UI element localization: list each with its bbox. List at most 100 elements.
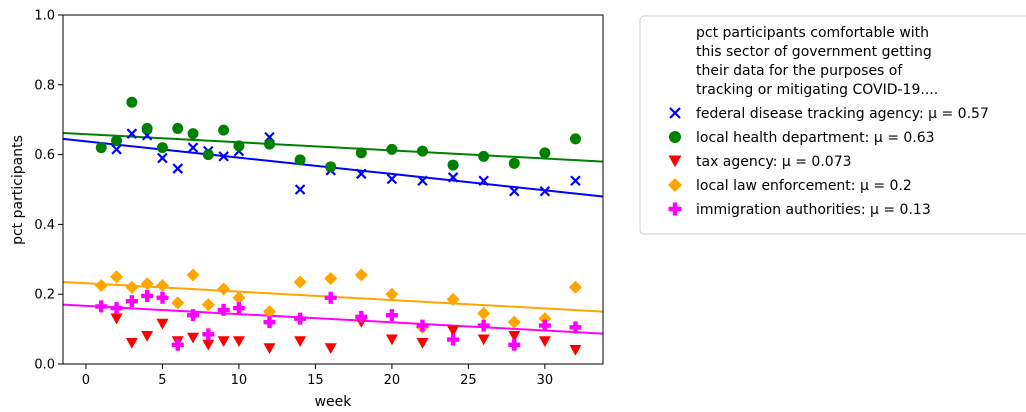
point-3-12 <box>324 271 338 285</box>
point-4-6 <box>187 309 200 322</box>
legend-marker-2 <box>668 155 682 168</box>
point-1-19 <box>539 147 551 159</box>
point-3-4 <box>155 278 169 292</box>
legend-marker-0 <box>669 107 681 119</box>
legend-title-line: their data for the purposes of <box>696 63 903 79</box>
point-4-13 <box>355 310 368 323</box>
point-1-16 <box>447 159 459 171</box>
point-1-11 <box>294 154 306 166</box>
point-3-20 <box>568 280 582 294</box>
x-tick-label: 0 <box>82 373 90 388</box>
point-1-5 <box>172 122 184 134</box>
point-3-2 <box>125 280 139 294</box>
y-tick-label: 0.4 <box>34 218 55 233</box>
y-tick-label: 0.2 <box>34 288 55 303</box>
point-4-9 <box>232 302 245 315</box>
point-1-7 <box>202 149 214 161</box>
point-1-17 <box>478 150 490 162</box>
point-1-0 <box>95 142 107 154</box>
point-2-2 <box>141 330 154 342</box>
point-1-13 <box>355 147 367 159</box>
legend: pct participants comfortable with this se… <box>639 15 1026 235</box>
point-3-19 <box>538 312 552 326</box>
point-2-8 <box>232 336 245 348</box>
point-0-4 <box>172 163 184 174</box>
legend-box <box>639 15 1026 235</box>
point-1-1 <box>111 135 123 147</box>
point-4-7 <box>202 328 215 341</box>
point-3-17 <box>477 306 491 320</box>
point-3-8 <box>217 282 231 296</box>
legend-title-line: pct participants comfortable with <box>696 25 929 41</box>
legend-title-line: tracking or mitigating COVID-19.... <box>696 82 938 98</box>
point-0-15 <box>447 172 459 183</box>
point-3-11 <box>293 275 307 289</box>
point-1-6 <box>187 128 199 140</box>
point-4-17 <box>477 319 490 332</box>
point-4-0 <box>95 300 108 313</box>
y-tick-label: 0.8 <box>34 78 55 93</box>
point-2-11 <box>324 343 337 354</box>
point-2-19 <box>569 344 582 356</box>
point-4-18 <box>508 338 521 351</box>
point-3-18 <box>507 315 521 329</box>
point-1-9 <box>233 140 245 152</box>
point-4-20 <box>569 321 582 334</box>
point-3-1 <box>110 270 124 284</box>
point-3-6 <box>186 268 200 282</box>
point-0-5 <box>187 142 199 153</box>
point-4-5 <box>171 338 184 351</box>
point-0-18 <box>539 185 551 197</box>
point-2-18 <box>538 336 551 348</box>
point-4-2 <box>125 295 138 308</box>
point-4-1 <box>110 302 123 315</box>
y-axis-label: pct participants <box>10 135 26 245</box>
x-tick-label: 5 <box>158 373 166 388</box>
point-2-10 <box>294 336 307 348</box>
point-2-5 <box>187 332 200 344</box>
point-1-4 <box>156 142 168 154</box>
point-3-14 <box>385 287 399 301</box>
legend-entry-label: immigration authorities: μ = 0.13 <box>696 202 931 218</box>
point-4-11 <box>294 312 307 325</box>
point-3-16 <box>446 292 460 306</box>
point-1-3 <box>141 122 153 134</box>
point-4-19 <box>538 319 551 332</box>
point-2-16 <box>477 334 490 346</box>
legend-entry-label: tax agency: μ = 0.073 <box>696 154 852 170</box>
plot-frame <box>62 14 604 365</box>
point-4-3 <box>141 289 154 302</box>
point-0-12 <box>356 168 367 180</box>
x-tick-label: 20 <box>384 373 401 388</box>
point-2-7 <box>217 336 230 348</box>
legend-entry-label: federal disease tracking agency: μ = 0.5… <box>696 106 989 122</box>
point-3-7 <box>201 298 215 312</box>
point-0-1 <box>126 128 138 139</box>
point-4-12 <box>324 291 337 304</box>
legend-marker-3 <box>668 178 682 192</box>
point-0-0 <box>111 144 122 155</box>
plot-area <box>63 96 603 356</box>
point-4-16 <box>447 333 460 346</box>
point-1-18 <box>508 157 520 169</box>
point-0-17 <box>508 185 520 197</box>
x-tick-label: 15 <box>307 373 324 388</box>
x-tick-label: 25 <box>460 373 477 388</box>
point-2-6 <box>202 339 215 351</box>
point-3-3 <box>140 277 154 291</box>
point-4-14 <box>385 309 398 322</box>
point-2-15 <box>447 325 460 337</box>
axes: 0 5 10 15 20 25 30 0.0 0.2 0.4 0.6 0.8 1.0 <box>34 9 604 388</box>
point-4-10 <box>263 316 276 329</box>
point-0-3 <box>157 152 168 164</box>
point-0-16 <box>478 175 489 187</box>
point-1-12 <box>325 161 337 173</box>
point-1-8 <box>218 124 230 136</box>
legend-marker-4 <box>668 202 682 216</box>
x-tick-label: 30 <box>537 373 554 388</box>
point-2-1 <box>125 337 138 349</box>
y-tick-label: 0.6 <box>34 148 55 163</box>
point-1-10 <box>264 138 276 150</box>
y-tick-label: 0.0 <box>34 358 55 373</box>
